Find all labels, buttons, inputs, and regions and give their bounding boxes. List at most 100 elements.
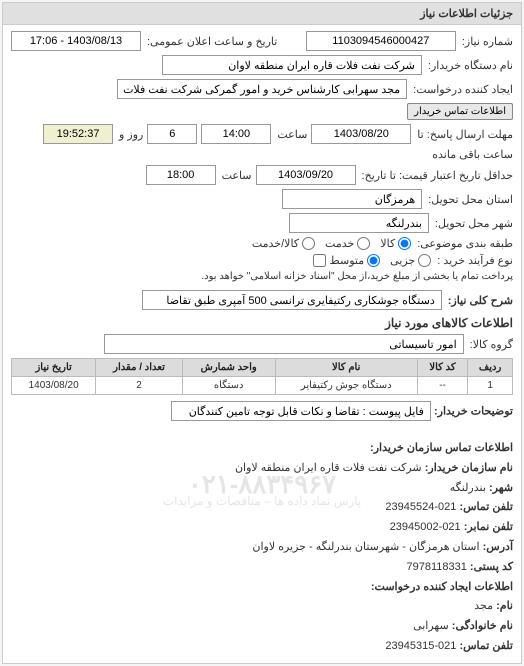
contact-post: 7978118331 [406, 561, 466, 573]
row-buyer-org: نام دستگاه خریدار: [11, 55, 513, 75]
buytype-radio-small[interactable] [418, 254, 431, 267]
pack-opt-service-label: خدمت [325, 237, 354, 250]
pack-opt-both-label: کالا/خدمت [252, 237, 299, 250]
contact-post-label: کد پستی: [470, 561, 513, 573]
city-label: شهر محل تحویل: [435, 217, 513, 230]
days-suffix: روز و [119, 128, 143, 141]
cell-qty: 2 [96, 377, 183, 395]
time-suffix: ساعت باقی مانده [432, 148, 513, 161]
row-province: استان محل تحویل: [11, 189, 513, 209]
buyer-org-input[interactable] [162, 55, 422, 75]
cell-row: 1 [468, 377, 513, 395]
buytype-opt-small[interactable]: جزیی [390, 254, 431, 267]
table-row[interactable]: 1 -- دستگاه جوش رکتیفایر دستگاه 2 1403/0… [12, 377, 513, 395]
province-label: استان محل تحویل: [428, 193, 513, 206]
contact-address: استان هرمزگان - شهرستان بندرلنگه - جزیره… [252, 541, 479, 553]
contact-address-label: آدرس: [483, 541, 513, 553]
deadline-label: مهلت ارسال پاسخ: تا [417, 128, 513, 141]
goods-table: ردیف کد کالا نام کالا واحد شمارش تعداد /… [11, 358, 513, 395]
summary-input[interactable] [142, 290, 442, 310]
goods-group-input[interactable] [104, 334, 464, 354]
validity-date-input[interactable] [256, 165, 356, 185]
th-code: کد کالا [417, 359, 467, 377]
province-input[interactable] [282, 189, 422, 209]
announce-label: تاریخ و ساعت اعلان عمومی: [147, 35, 277, 48]
buytype-label: نوع فرآیند خرید : [437, 254, 513, 267]
need-details-panel: جزئیات اطلاعات نیاز شماره نیاز: تاریخ و … [2, 2, 522, 664]
request-no-input[interactable] [306, 31, 456, 51]
validity-time-input[interactable] [146, 165, 216, 185]
buyer-org-label: نام دستگاه خریدار: [428, 59, 513, 72]
requester-surname-label: نام خانوادگی: [452, 620, 513, 632]
goods-section-title: اطلاعات کالاهای مورد نیاز [11, 316, 513, 330]
pack-radio-both[interactable] [302, 237, 315, 250]
th-qty: تعداد / مقدار [96, 359, 183, 377]
contact-phone: 021-23945524 [385, 501, 456, 513]
deadline-time-input[interactable] [201, 124, 271, 144]
requester-label: ایجاد کننده درخواست: [413, 83, 513, 96]
contact-title: اطلاعات تماس سازمان خریدار: [370, 442, 513, 454]
cell-name: دستگاه جوش رکتیفایر [275, 377, 417, 395]
contact-fax: 021-23945002 [390, 521, 461, 533]
time-left-input [43, 124, 113, 144]
contact-city-label: شهر: [489, 482, 513, 494]
requester-name-label: نام: [496, 600, 513, 612]
pack-opt-service[interactable]: خدمت [325, 237, 370, 250]
buytype-opt-small-label: جزیی [390, 254, 415, 267]
city-input[interactable] [289, 213, 429, 233]
pack-radio-goods[interactable] [398, 237, 411, 250]
requester-title: اطلاعات ایجاد کننده درخواست: [371, 581, 513, 593]
contact-org-label: نام سازمان خریدار: [425, 462, 513, 474]
contact-block: ۰۲۱-۸۸۳۴۹۶۷ پارس نماد داده ها – مناقصات … [3, 433, 521, 663]
contact-phone-label: تلفن تماس: [459, 501, 513, 513]
th-date: تاریخ نیاز [12, 359, 96, 377]
requester-input[interactable] [117, 79, 407, 99]
panel-body: شماره نیاز: تاریخ و ساعت اعلان عمومی: نا… [3, 25, 521, 433]
days-left-input [147, 124, 197, 144]
row-buytype: نوع فرآیند خرید : جزیی متوسط پرداخت تمام… [11, 254, 513, 282]
row-deadline: مهلت ارسال پاسخ: تا ساعت روز و ساعت باقی… [11, 124, 513, 161]
buytype-radio-medium[interactable] [367, 254, 380, 267]
row-goods-group: گروه کالا: [11, 334, 513, 354]
buyer-desc-label: توضیحات خریدار: [434, 406, 513, 418]
row-summary: شرح کلی نیاز: [11, 290, 513, 310]
deadline-time-label: ساعت [277, 128, 307, 141]
contact-info-button[interactable]: اطلاعات تماس خریدار [407, 103, 513, 120]
panel-title: جزئیات اطلاعات نیاز [3, 3, 521, 25]
row-requester: ایجاد کننده درخواست: اطلاعات تماس خریدار [11, 79, 513, 120]
treasury-checkbox[interactable] [313, 254, 326, 267]
requester-name: مجد [474, 600, 493, 612]
request-no-label: شماره نیاز: [462, 35, 513, 48]
deadline-date-input[interactable] [311, 124, 411, 144]
row-validity: حداقل تاریخ اعتبار قیمت: تا تاریخ: ساعت [11, 165, 513, 185]
pack-radio-service[interactable] [357, 237, 370, 250]
buytype-radio-group: جزیی متوسط [330, 254, 432, 267]
th-name: نام کالا [275, 359, 417, 377]
contact-fax-label: تلفن نمابر: [464, 521, 513, 533]
row-city: شهر محل تحویل: [11, 213, 513, 233]
requester-phone-label: تلفن تماس: [459, 640, 513, 652]
goods-table-head-row: ردیف کد کالا نام کالا واحد شمارش تعداد /… [12, 359, 513, 377]
pack-opt-goods[interactable]: کالا [380, 237, 411, 250]
row-request-no: شماره نیاز: تاریخ و ساعت اعلان عمومی: [11, 31, 513, 51]
announce-input[interactable] [11, 31, 141, 51]
cell-code: -- [417, 377, 467, 395]
pack-opt-goods-label: کالا [380, 237, 395, 250]
th-unit: واحد شمارش [182, 359, 275, 377]
buytype-opt-medium-label: متوسط [330, 254, 365, 267]
contact-org: شرکت نفت فلات قاره ایران منطقه لاوان [235, 462, 422, 474]
contact-city: بندرلنگه [450, 482, 486, 494]
summary-label: شرح کلی نیاز: [448, 294, 513, 307]
validity-time-label: ساعت [222, 169, 252, 182]
requester-surname: سهرابی [413, 620, 449, 632]
buyer-desc-input[interactable] [171, 401, 431, 421]
pack-opt-both[interactable]: کالا/خدمت [252, 237, 315, 250]
goods-group-label: گروه کالا: [470, 338, 513, 351]
cell-unit: دستگاه [182, 377, 275, 395]
validity-label: حداقل تاریخ اعتبار قیمت: تا تاریخ: [362, 169, 513, 182]
pack-radio-group: کالا خدمت کالا/خدمت [252, 237, 411, 250]
requester-phone: 021-23945315 [385, 640, 456, 652]
buytype-opt-medium[interactable]: متوسط [330, 254, 381, 267]
th-row: ردیف [468, 359, 513, 377]
cell-date: 1403/08/20 [12, 377, 96, 395]
